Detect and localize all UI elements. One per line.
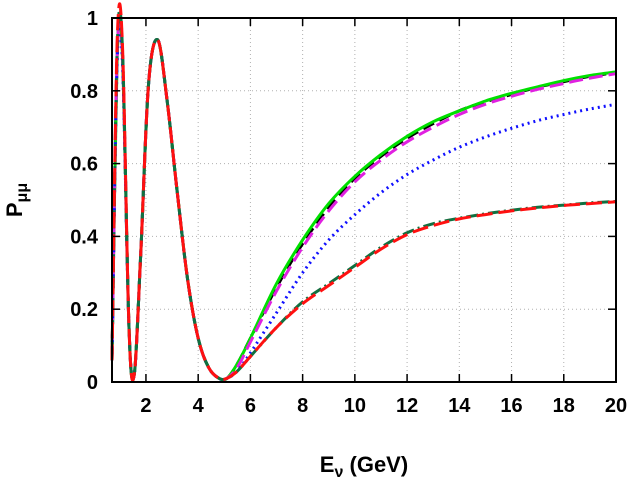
axis-ticks [112,17,617,383]
y-axis-label-sub: μμ [14,183,31,203]
x-axis-label-sub: ν [334,464,343,480]
y-axis-label-main: P [2,202,27,217]
x-tick-label: 18 [553,395,575,417]
plot-frame [111,17,617,383]
x-tick-label: 2 [140,395,151,417]
x-tick-label: 4 [193,395,205,417]
y-tick-label: 0.2 [70,299,98,321]
tick-labels: 2 4 6 8 10 12 14 16 18 20 0 0.2 0.4 0.6 0.8 1 [70,8,627,417]
y-tick-label: 1 [87,8,98,30]
x-tick-label: 16 [500,395,522,417]
y-tick-label: 0.4 [70,226,99,248]
x-axis-label-suffix: (GeV) [343,452,408,477]
x-tick-label: 10 [344,395,366,417]
x-tick-label: 12 [396,395,418,417]
y-axis-label: Pμμ [2,183,31,217]
x-tick-label: 6 [245,395,256,417]
series-line-red-dashed [110,2,617,382]
x-axis-label-main: E [320,452,335,477]
series-layer [110,2,617,382]
y-tick-label: 0.6 [70,154,98,176]
y-tick-label: 0 [87,372,98,394]
x-tick-label: 20 [605,395,627,417]
x-axis-label: Eν (GeV) [320,452,408,480]
y-tick-label: 0.8 [70,81,98,103]
x-tick-label: 14 [448,395,471,417]
x-tick-label: 8 [297,395,308,417]
